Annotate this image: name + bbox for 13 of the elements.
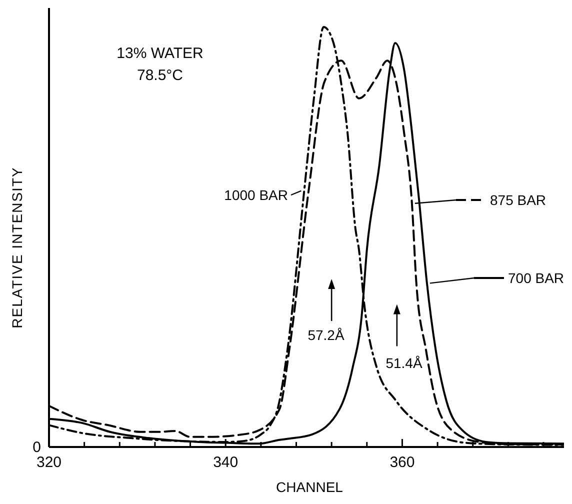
legend-label: 700 BAR <box>508 270 564 286</box>
text: 0 <box>32 439 41 456</box>
x-tick-label: 340 <box>213 454 238 471</box>
annotation: 51.4Å <box>386 355 423 371</box>
annotation: 57.2Å <box>308 327 345 343</box>
x-tick-label: 360 <box>390 454 415 471</box>
series-label: 1000 BAR <box>224 187 288 203</box>
annotation: 78.5°C <box>136 67 184 84</box>
y-axis-title: RELATIVE INTENSITY <box>9 166 25 328</box>
x-axis-title: CHANNEL <box>276 479 344 495</box>
annotation: 13% WATER <box>116 45 204 62</box>
legend-label: 875 BAR <box>490 192 546 208</box>
x-tick-label: 320 <box>36 454 62 471</box>
